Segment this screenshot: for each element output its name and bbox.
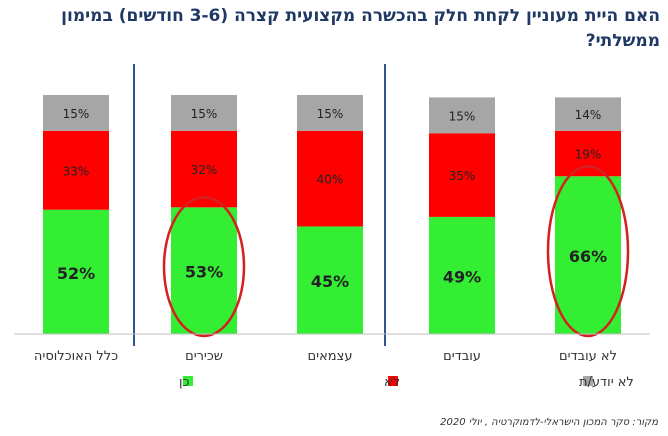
category-label: עצמאים bbox=[308, 349, 353, 364]
data-label: 53% bbox=[185, 263, 223, 282]
legend-swatch bbox=[388, 376, 398, 386]
category-label: עובדים bbox=[443, 349, 481, 364]
source-note: מקור: סקר המכון הישראלי-לדמוקרטיה , יולי… bbox=[440, 417, 658, 428]
data-label: 15% bbox=[449, 109, 476, 123]
category-label: לא עובדים bbox=[559, 349, 617, 364]
data-label: 33% bbox=[63, 164, 90, 178]
highlight-ellipse bbox=[162, 196, 246, 338]
legend-swatch bbox=[583, 376, 593, 386]
legend-label: לא bbox=[384, 375, 400, 390]
bar-segment bbox=[429, 97, 495, 134]
bar-segment bbox=[171, 207, 237, 334]
legend-label: לא יודע/ת bbox=[579, 375, 634, 390]
bar-segment bbox=[171, 130, 237, 208]
data-label: 32% bbox=[191, 163, 218, 177]
legend: כן לא לא יודע/ת bbox=[179, 375, 634, 390]
bar-segment bbox=[43, 209, 109, 334]
bar-segment bbox=[297, 226, 363, 334]
data-label: 35% bbox=[449, 169, 476, 183]
data-label: 19% bbox=[575, 148, 602, 162]
legend-swatch bbox=[183, 376, 193, 386]
bars-layer bbox=[43, 95, 621, 334]
bar-segment bbox=[555, 176, 621, 334]
bar-segment bbox=[555, 130, 621, 177]
labels-layer: 52% 33% 15% 53% 32% 15% 45% 40% 15% 49% 35% 15% 66% 1… bbox=[57, 107, 607, 291]
legend-label: כן bbox=[179, 375, 190, 390]
bar-segment bbox=[297, 95, 363, 131]
data-label: 52% bbox=[57, 264, 95, 283]
category-label: שכירים bbox=[185, 349, 223, 364]
data-label: 15% bbox=[191, 107, 218, 121]
data-label: 14% bbox=[575, 108, 602, 122]
separators-layer bbox=[133, 64, 386, 346]
data-label: 49% bbox=[443, 267, 481, 286]
category-label: כלל האוכלוסיה bbox=[34, 349, 118, 364]
highlight-ellipse bbox=[546, 165, 630, 338]
data-label: 66% bbox=[569, 247, 607, 266]
bar-segment bbox=[429, 133, 495, 217]
data-label: 40% bbox=[317, 173, 344, 187]
bar-segment bbox=[555, 97, 621, 131]
category-labels: כלל האוכלוסיה שכירים עצמאים עובדים לא עובדים bbox=[34, 349, 617, 364]
bar-segment bbox=[43, 130, 109, 210]
chart-title: האם היית מעוניין לקחת חלק בהכשרה מקצועית… bbox=[61, 6, 660, 51]
bar-segment bbox=[297, 130, 363, 227]
data-label: 45% bbox=[311, 272, 349, 291]
data-label: 15% bbox=[317, 107, 344, 121]
data-label: 15% bbox=[63, 107, 90, 121]
bar-segment bbox=[43, 95, 109, 131]
bar-segment bbox=[171, 95, 237, 131]
highlights-layer bbox=[162, 165, 630, 338]
bar-segment bbox=[429, 216, 495, 334]
